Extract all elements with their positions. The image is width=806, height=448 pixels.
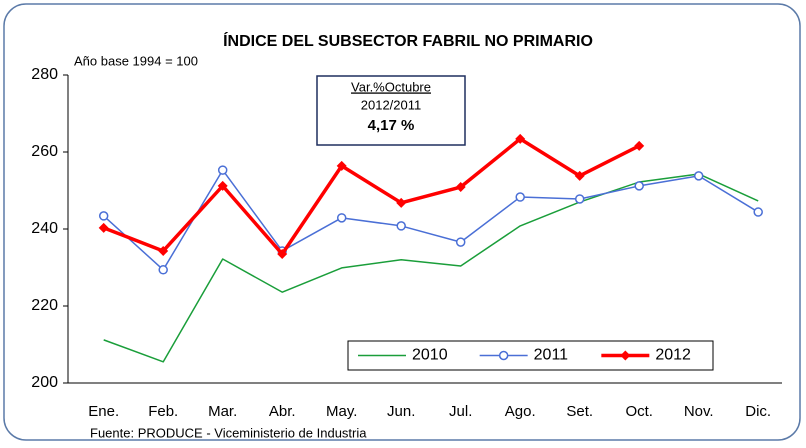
point (515, 192, 525, 202)
y-tick-label: 200 (31, 374, 58, 391)
y-tick-label: 260 (31, 143, 58, 160)
legend-marker (620, 350, 631, 361)
point (455, 182, 466, 193)
point (158, 265, 168, 275)
x-tick-label: Ene. (88, 403, 119, 420)
legend-marker (498, 350, 509, 361)
x-tick-label: Nov. (684, 403, 714, 420)
series-line (103, 137, 640, 256)
legend-label: 2011 (534, 347, 569, 364)
y-tick-label: 240 (31, 220, 58, 237)
x-tick-label: May. (326, 403, 357, 420)
point (634, 181, 644, 191)
point (277, 249, 288, 260)
source-note: Fuente: PRODUCE - Viceministerio de Indu… (90, 425, 367, 440)
x-tick-label: Dic. (745, 403, 771, 420)
point (158, 245, 169, 256)
series-line (103, 169, 759, 271)
point (396, 221, 406, 231)
point (98, 222, 109, 233)
point (336, 213, 347, 223)
chart-subtitle: Año base 1994 = 100 (74, 53, 198, 68)
point (574, 170, 585, 181)
point (693, 171, 704, 181)
x-tick-label: Mar. (208, 403, 237, 420)
legend-label: 2012 (655, 347, 691, 364)
point (753, 207, 763, 217)
chart-title: ÍNDICE DEL SUBSECTOR FABRIL NO PRIMARIO (223, 31, 593, 50)
y-tick-label: 280 (31, 66, 58, 83)
legend-label: 2010 (412, 347, 448, 364)
point (336, 160, 347, 171)
point (217, 180, 228, 191)
y-tick-label: 220 (31, 297, 58, 314)
annotation-title: Var.%Octubre (351, 79, 431, 94)
point (515, 133, 526, 144)
annotation-box (316, 75, 466, 146)
x-tick-label: Jul. (449, 403, 472, 420)
legend-box (347, 340, 714, 371)
annotation-period: 2012/2011 (361, 97, 422, 112)
point (396, 197, 407, 208)
x-tick-label: Oct. (625, 403, 653, 420)
x-tick-label: Abr. (269, 403, 296, 420)
x-tick-label: Set. (566, 403, 593, 420)
point (217, 165, 228, 175)
x-tick-label: Feb. (148, 403, 178, 420)
point (634, 140, 645, 151)
x-tick-label: Jun. (387, 403, 415, 420)
x-tick-label: Ago. (505, 403, 536, 420)
annotation-value: 4,17 % (368, 117, 415, 134)
series-line (103, 173, 759, 363)
point (455, 237, 466, 247)
point (98, 211, 109, 221)
point (574, 194, 585, 204)
